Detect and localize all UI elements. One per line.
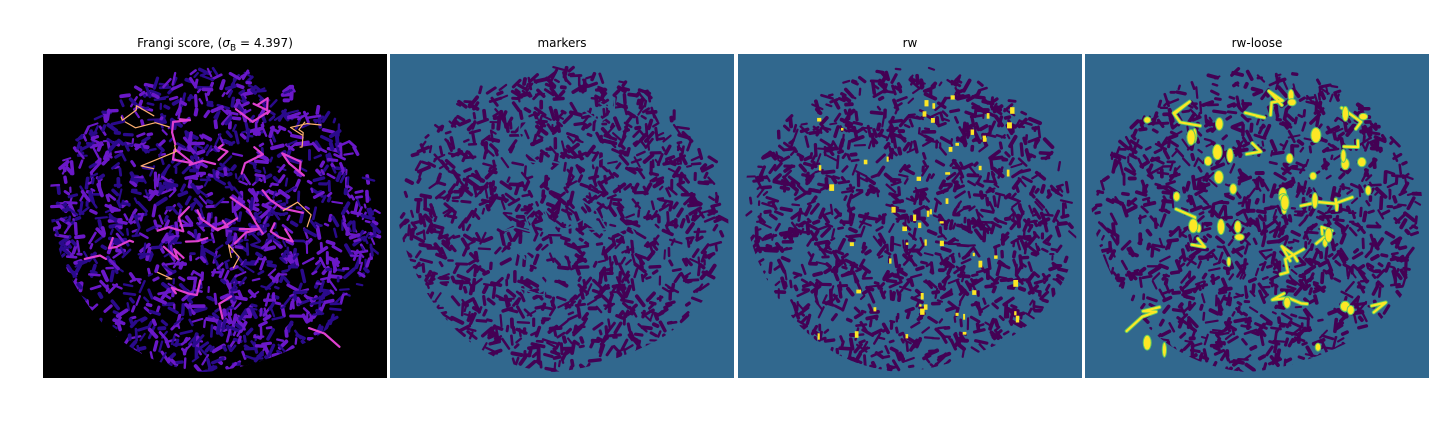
rw-title: rw bbox=[902, 36, 918, 50]
rw-loose-image bbox=[1085, 54, 1429, 378]
rw-image bbox=[738, 54, 1082, 378]
rw-highlights bbox=[817, 95, 1020, 340]
frangi-peak-vessels bbox=[120, 105, 322, 280]
frangi-score-title: Frangi score, (σB = 4.397) bbox=[137, 36, 293, 54]
image-background bbox=[390, 54, 734, 378]
frangi-score-image bbox=[43, 54, 387, 378]
frangi-texture bbox=[49, 66, 382, 372]
marker-vessel-gaps bbox=[503, 97, 641, 296]
rw-loose-plot bbox=[1085, 54, 1429, 378]
frangi-score-plot bbox=[43, 54, 387, 378]
rw-texture bbox=[744, 66, 1077, 372]
rw-plot bbox=[738, 54, 1082, 378]
sigma-subscript: B bbox=[229, 43, 237, 54]
markers-title: markers bbox=[537, 36, 587, 50]
frangi-vessels bbox=[83, 97, 341, 348]
rw-loose-title: rw-loose bbox=[1231, 36, 1283, 50]
markers-image bbox=[390, 54, 734, 378]
markers-texture bbox=[397, 65, 729, 372]
rw-loose-highlights bbox=[1142, 88, 1372, 358]
sigma-symbol: σ bbox=[222, 36, 230, 50]
markers-plot bbox=[390, 54, 734, 378]
